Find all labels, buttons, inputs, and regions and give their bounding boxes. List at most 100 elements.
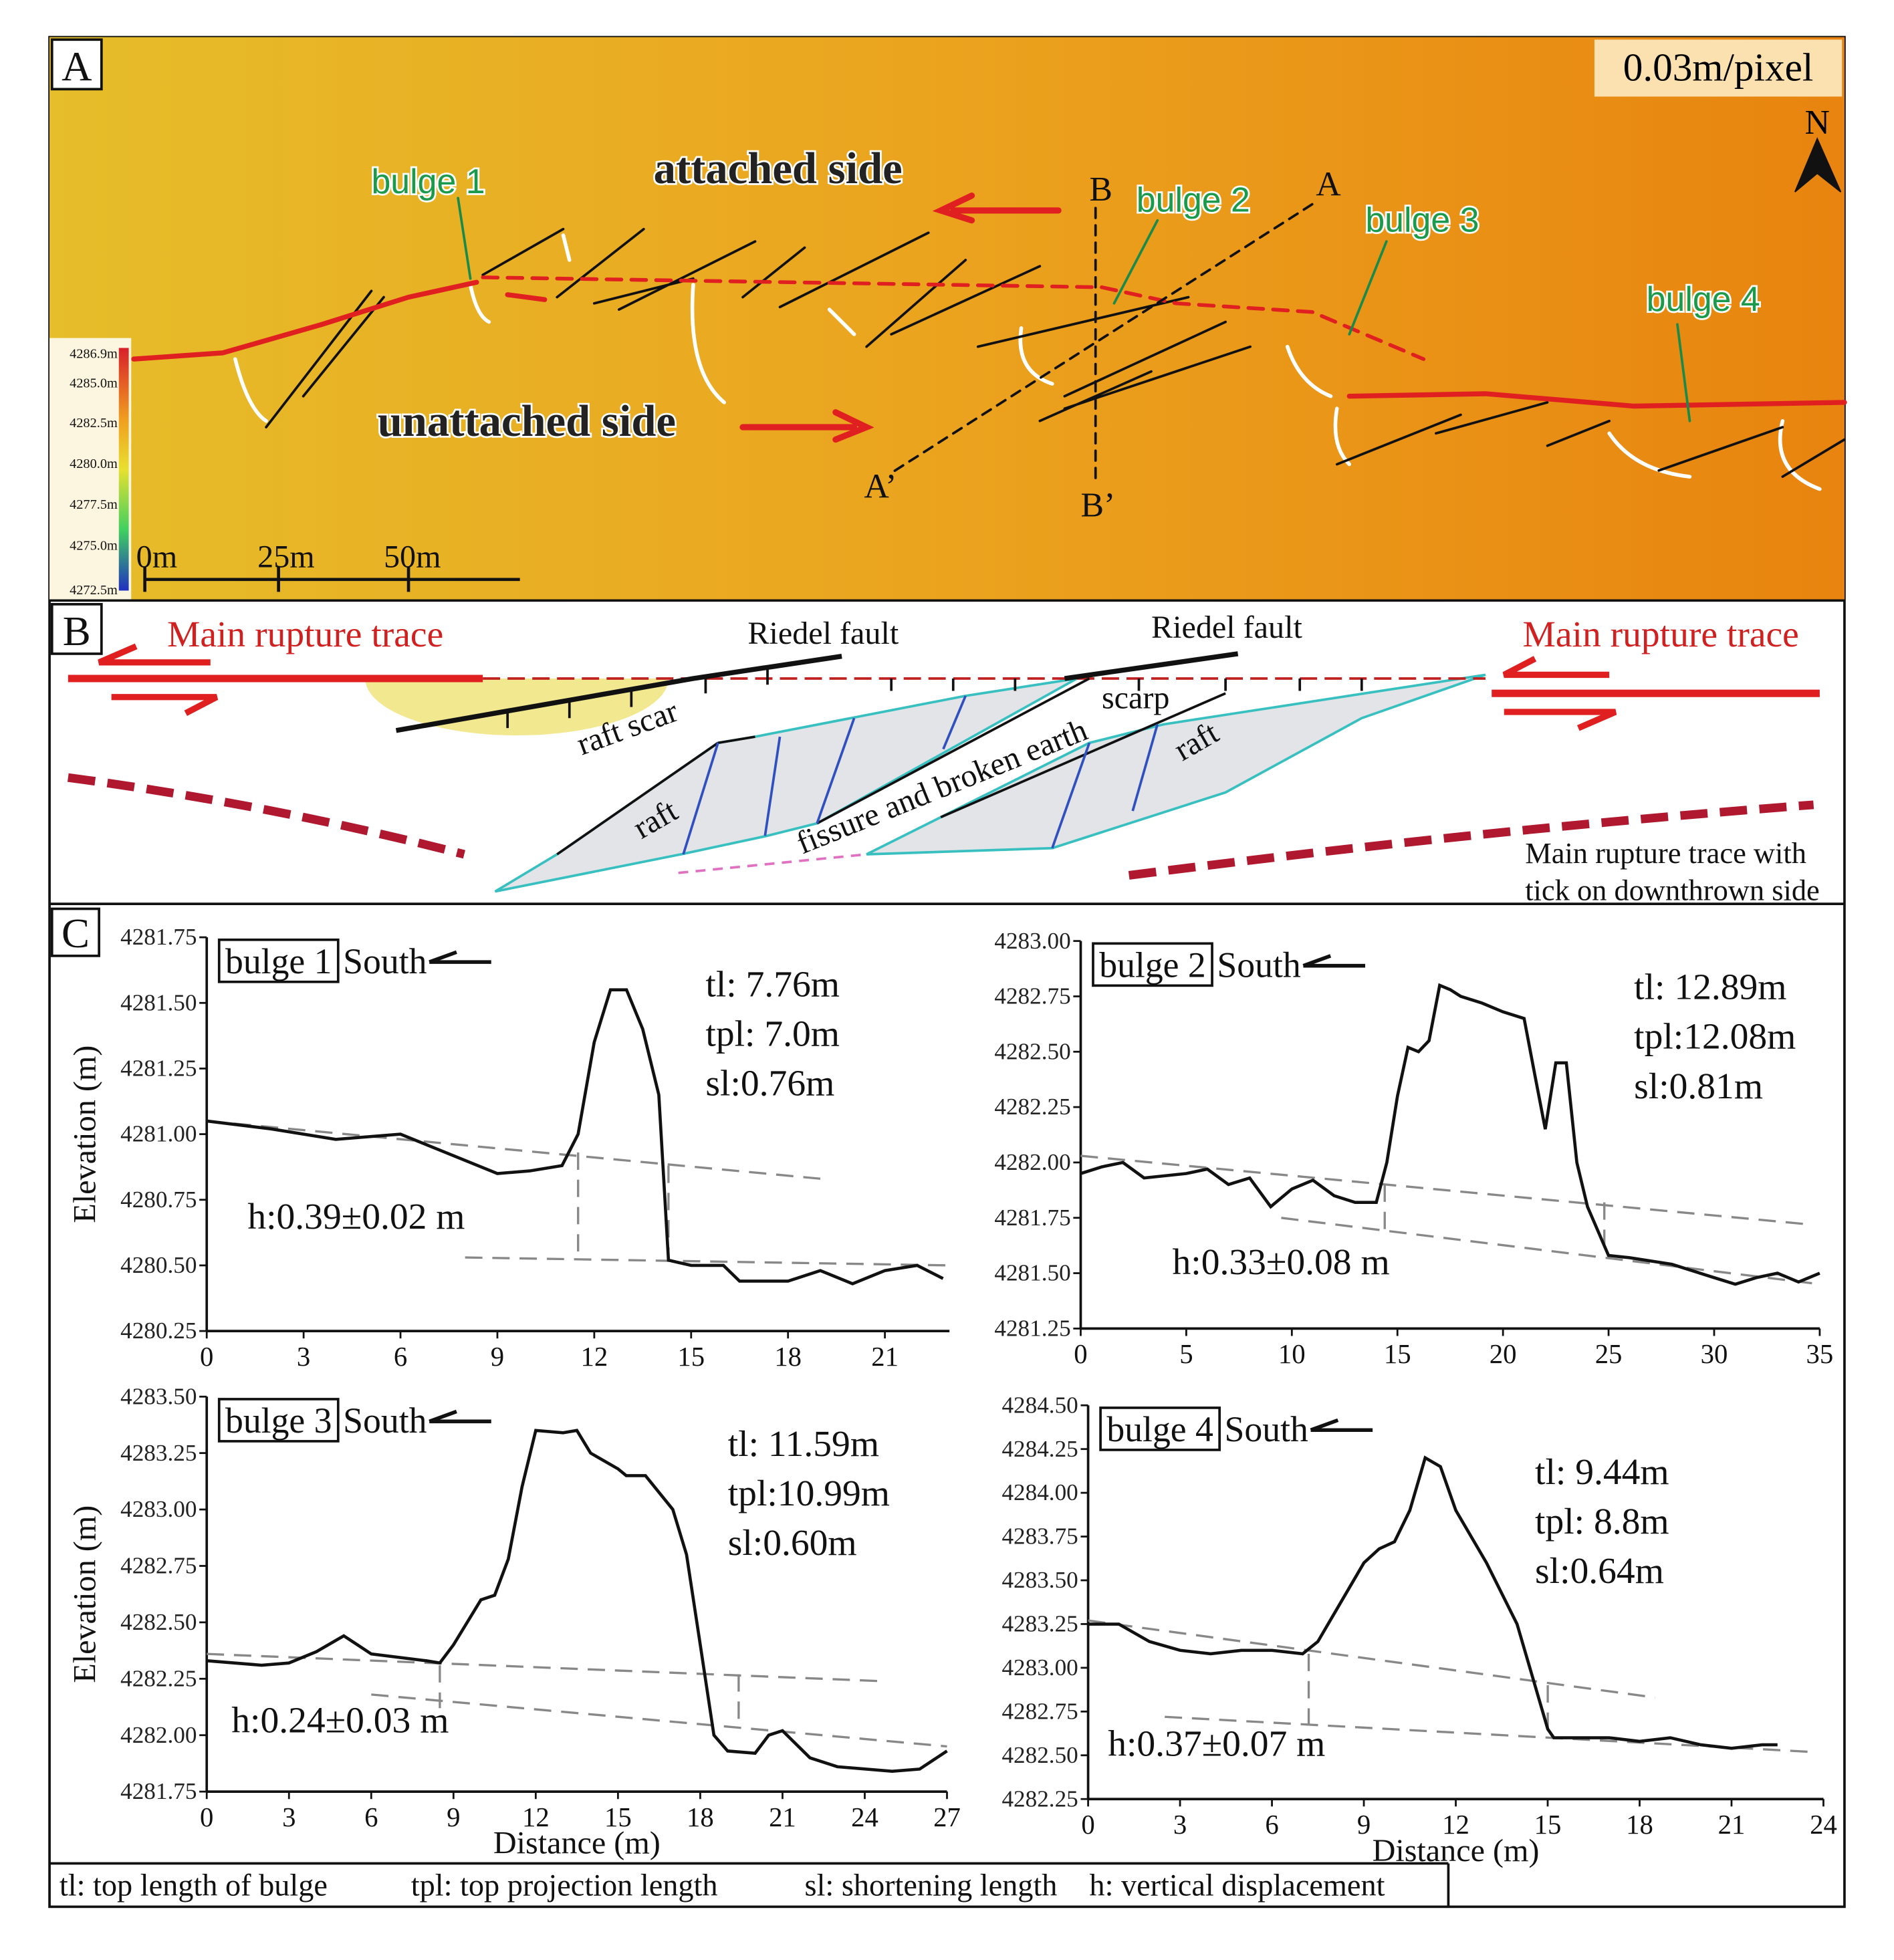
y-tick-label: 4282.50 (120, 1609, 197, 1635)
x-tick-label: 0 (1081, 1810, 1094, 1840)
y-tick-label: 4282.75 (994, 983, 1070, 1009)
trace-label: Main rupture trace (167, 614, 443, 655)
map-lines (131, 137, 1847, 491)
x-tick-label: 24 (1810, 1810, 1837, 1840)
displacement-label: h:0.24±0.03 m (231, 1699, 449, 1741)
y-tick-label: 4282.25 (1001, 1786, 1078, 1812)
y-tick-label: 4282.50 (994, 1038, 1070, 1064)
profile-end: B (1089, 170, 1112, 209)
resolution: 0.03m/pixel (1623, 45, 1814, 89)
trace-label: Main rupture trace (1523, 614, 1799, 655)
y-tick-label: 4283.50 (1001, 1567, 1078, 1593)
x-tick-label: 15 (1534, 1810, 1562, 1840)
x-axis-label: Distance (m) (493, 1826, 661, 1861)
x-tick-label: 3 (1173, 1810, 1187, 1840)
x-tick-label: 6 (364, 1802, 378, 1832)
y-tick-label: 4282.75 (1001, 1698, 1078, 1724)
y-tick-label: 4283.50 (120, 1383, 197, 1409)
colorbar-label: 4272.5m (70, 583, 118, 598)
bulge-label: bulge 3 (1365, 200, 1479, 239)
annotation: tl: 7.76m (705, 963, 840, 1005)
y-tick-label: 4283.75 (1001, 1523, 1078, 1550)
title-box (1092, 942, 1213, 987)
chart-title: bulge 3 (225, 1400, 332, 1441)
annotation: tl: 9.44m (1535, 1451, 1669, 1493)
bulge-label: bulge 4 (1647, 279, 1760, 318)
chart-title: bulge 1 (225, 941, 332, 981)
x-tick-label: 21 (1718, 1810, 1746, 1840)
x-tick-label: 21 (769, 1802, 796, 1832)
riedel-label: Riedel fault (747, 616, 899, 651)
y-tick-label: 4282.25 (120, 1665, 197, 1691)
direction-arrow (429, 1409, 491, 1424)
y-tick-label: 4283.00 (994, 928, 1070, 954)
north-label: N (1804, 104, 1829, 142)
y-tick-label: 4284.50 (1001, 1392, 1078, 1418)
x-tick-label: 18 (1626, 1810, 1653, 1840)
bulge-label: bulge 2 (1137, 180, 1250, 219)
y-tick-label: 4283.25 (1001, 1611, 1078, 1637)
raft-block (866, 673, 1486, 856)
direction-arrow (429, 950, 491, 964)
displacement-label: h:0.39±0.02 m (247, 1196, 465, 1237)
panel-label-box (50, 907, 100, 957)
x-tick-label: 18 (687, 1802, 714, 1832)
scale-label: 25m (257, 539, 315, 574)
reference-line (1281, 1217, 1820, 1285)
x-tick-label: 27 (933, 1802, 961, 1832)
y-tick-label: 4281.25 (994, 1315, 1070, 1341)
x-tick-label: 0 (200, 1802, 213, 1832)
reference-line (1088, 1619, 1655, 1699)
y-tick-label: 4284.00 (1001, 1479, 1078, 1505)
scarp-label: scarp (1102, 680, 1170, 715)
diagram-lines (67, 643, 1820, 880)
title-box (217, 938, 340, 983)
y-tick-label: 4281.75 (120, 1778, 197, 1804)
x-tick-label: 35 (1806, 1339, 1834, 1369)
annotation: tpl:10.99m (728, 1473, 890, 1514)
panel-label: A (62, 43, 92, 90)
colorbar-label: 4286.9m (70, 346, 118, 361)
reference-line (1080, 1154, 1810, 1226)
y-tick-label: 4283.25 (120, 1440, 197, 1466)
x-tick-label: 6 (1265, 1810, 1278, 1840)
annotation: tl: 12.89m (1634, 967, 1786, 1008)
annotation: tl: 11.59m (728, 1423, 879, 1465)
y-axis-label: Elevation (m) (68, 1505, 103, 1683)
y-tick-label: 4284.25 (1001, 1436, 1078, 1462)
footer-text: h: vertical displacement (1089, 1869, 1385, 1903)
y-tick-label: 4280.25 (120, 1318, 197, 1344)
chart: 4281.25 4281.50 4281.75 4282.00 4282.25 4282.… (994, 928, 1833, 1369)
reference-line (207, 1652, 878, 1683)
footer-text: tl: top length of bulge (60, 1869, 328, 1903)
x-tick-label: 18 (774, 1342, 802, 1372)
x-tick-label: 30 (1701, 1339, 1728, 1369)
colorbar-bg (49, 338, 132, 601)
annotation: tpl: 7.0m (705, 1013, 840, 1055)
title-box (1099, 1406, 1221, 1451)
x-tick-label: 12 (1442, 1810, 1469, 1840)
x-tick-label: 3 (297, 1342, 310, 1372)
y-tick-label: 4283.00 (120, 1496, 197, 1522)
x-tick-label: 12 (581, 1342, 608, 1372)
chart-title: bulge 4 (1106, 1409, 1213, 1449)
chart: 4282.25 4282.50 4282.75 4283.00 4283.25 4283.… (1001, 1392, 1837, 1868)
resolution-box (1594, 39, 1843, 97)
direction-label: South (343, 941, 427, 981)
x-tick-label: 15 (604, 1802, 632, 1832)
direction-arrow (1302, 954, 1366, 968)
annotation: sl:0.81m (1634, 1066, 1763, 1107)
annotation: sl:0.64m (1535, 1550, 1664, 1592)
side-label: attached side (654, 144, 903, 193)
panel-label-box (50, 38, 103, 91)
terrain (49, 37, 1845, 601)
x-tick-label: 6 (394, 1342, 407, 1372)
x-tick-label: 15 (1384, 1339, 1411, 1369)
chart: 4280.25 4280.50 4280.75 4281.00 4281.25 4281.… (68, 924, 950, 1372)
annotation: sl:0.76m (705, 1063, 834, 1104)
chart: 4281.75 4282.00 4282.25 4282.50 4282.75 4283.… (68, 1383, 961, 1860)
scale-bar (143, 567, 520, 592)
panel-label: B (63, 608, 91, 654)
x-tick-label: 21 (871, 1342, 899, 1372)
annotation: sl:0.60m (728, 1522, 857, 1564)
